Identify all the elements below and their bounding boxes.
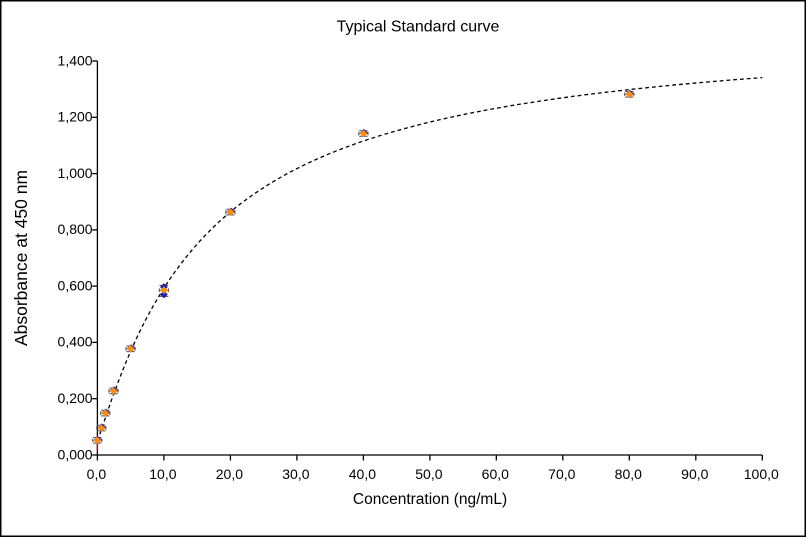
svg-text:70,0: 70,0 — [548, 466, 575, 482]
svg-text:50,0: 50,0 — [415, 466, 442, 482]
svg-text:100,0: 100,0 — [744, 466, 779, 482]
svg-text:0,000: 0,000 — [58, 446, 93, 462]
svg-text:0,200: 0,200 — [58, 390, 93, 406]
svg-text:0,800: 0,800 — [58, 221, 93, 237]
svg-text:Typical Standard curve: Typical Standard curve — [337, 19, 500, 36]
svg-text:Concentration (ng/mL): Concentration (ng/mL) — [353, 491, 507, 508]
svg-text:1,200: 1,200 — [58, 109, 93, 125]
svg-text:0,600: 0,600 — [58, 277, 93, 293]
svg-text:1,000: 1,000 — [58, 165, 93, 181]
svg-text:60,0: 60,0 — [482, 466, 509, 482]
svg-text:90,0: 90,0 — [681, 466, 708, 482]
svg-text:20,0: 20,0 — [216, 466, 243, 482]
svg-text:0,400: 0,400 — [58, 334, 93, 350]
svg-text:10,0: 10,0 — [149, 466, 176, 482]
svg-text:Absorbance at 450 nm: Absorbance at 450 nm — [11, 170, 31, 346]
svg-text:30,0: 30,0 — [282, 466, 309, 482]
svg-text:80,0: 80,0 — [615, 466, 642, 482]
svg-text:40,0: 40,0 — [349, 466, 376, 482]
svg-text:0,0: 0,0 — [87, 466, 107, 482]
svg-text:1,400: 1,400 — [58, 52, 93, 68]
